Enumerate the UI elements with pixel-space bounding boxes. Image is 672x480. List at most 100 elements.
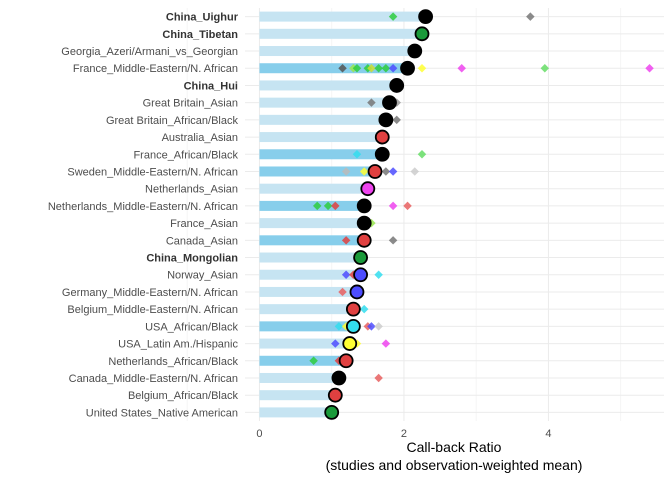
study-point-9-4 — [410, 167, 420, 176]
x-tick-0: 0 — [256, 428, 262, 440]
study-point-0-0 — [388, 12, 398, 21]
study-point-3-4 — [367, 63, 376, 73]
bar-22 — [259, 390, 336, 401]
study-point-0-1 — [526, 12, 535, 21]
bar-10 — [259, 183, 368, 194]
bar-19 — [259, 338, 350, 349]
study-point-3-0 — [338, 63, 347, 73]
category-label-10: Netherlands_Asian — [145, 184, 238, 196]
study-point-8-2 — [417, 150, 427, 159]
bar-0 — [259, 11, 426, 22]
x-tick-labels: 0 2 4 — [256, 428, 551, 440]
mean-marker-10 — [360, 181, 376, 197]
category-label-20: Netherlands_African/Black — [108, 356, 238, 368]
category-label-11: Netherlands_Middle-Eastern/N. African — [48, 201, 238, 213]
bar-17 — [259, 304, 354, 315]
mean-marker-7 — [374, 129, 390, 145]
bar-1 — [259, 28, 422, 39]
category-label-4: China_Hui — [184, 80, 238, 92]
mean-marker-12 — [356, 215, 372, 231]
study-point-5-0 — [367, 98, 376, 107]
study-point-11-0 — [312, 201, 322, 211]
bar-20 — [259, 355, 347, 366]
study-point-20-0 — [309, 356, 318, 366]
mean-marker-23 — [324, 404, 340, 420]
category-label-8: France_African/Black — [133, 149, 238, 161]
category-label-17: Belgium_Middle-Eastern/N. African — [67, 304, 238, 316]
study-point-3-5 — [374, 63, 383, 73]
bar-4 — [259, 80, 397, 91]
study-point-18-3 — [367, 322, 376, 331]
bar-7 — [259, 132, 383, 143]
bar-21 — [259, 372, 339, 383]
study-point-19-0 — [331, 339, 340, 348]
study-point-9-1 — [359, 167, 369, 176]
study-point-3-9 — [457, 63, 466, 73]
study-point-11-1 — [323, 201, 333, 211]
bar-6 — [259, 114, 386, 125]
mean-marker-9 — [367, 164, 383, 179]
bar-3 — [259, 63, 408, 74]
mean-marker-2 — [407, 43, 423, 59]
mean-marker-13 — [356, 232, 372, 248]
study-point-13-1 — [388, 236, 398, 245]
mean-marker-15 — [353, 267, 368, 283]
bar-9 — [259, 166, 376, 177]
study-point-17-0 — [359, 304, 369, 314]
category-label-2: Georgia_Azeri/Armani_vs_Georgian — [61, 46, 238, 58]
study-point-3-11 — [645, 63, 654, 73]
mean-marker-8 — [374, 146, 390, 162]
study-point-19-2 — [381, 339, 391, 348]
bars — [259, 11, 426, 418]
category-label-19: USA_Latin Am./Hispanic — [118, 339, 238, 351]
study-point-21-0 — [374, 373, 383, 383]
study-point-9-3 — [388, 167, 398, 176]
category-label-3: France_Middle-Eastern/N. African — [73, 63, 238, 75]
study-point-3-8 — [417, 63, 427, 73]
category-label-15: Norway_Asian — [167, 270, 238, 282]
gridlines — [186, 8, 664, 421]
mean-marker-6 — [378, 112, 394, 128]
bar-16 — [259, 286, 357, 297]
mean-marker-5 — [382, 95, 397, 111]
category-label-23: United States_Native American — [86, 407, 238, 419]
mean-marker-19 — [342, 336, 358, 351]
category-label-16: Germany_Middle-Eastern/N. African — [62, 287, 238, 299]
mean-marker-22 — [327, 387, 343, 403]
bar-14 — [259, 252, 361, 263]
mean-marker-3 — [400, 60, 415, 76]
study-point-11-2 — [331, 201, 340, 211]
category-labels: China_Uighur China_Tibetan Georgia_Azeri/A… — [48, 12, 239, 420]
category-label-13: Canada_Asian — [166, 235, 238, 247]
category-label-18: USA_African/Black — [145, 321, 238, 333]
study-point-18-4 — [374, 322, 383, 331]
x-tick-2: 4 — [545, 428, 551, 440]
category-label-9: Sweden_Middle-Eastern/N. African — [67, 166, 238, 178]
category-label-1: China_Tibetan — [162, 29, 238, 41]
bar-2 — [259, 46, 415, 57]
category-label-22: Belgium_African/Black — [128, 390, 239, 402]
bar-11 — [259, 200, 365, 211]
study-point-9-0 — [341, 167, 351, 176]
study-point-8-0 — [352, 150, 362, 159]
study-point-13-0 — [341, 236, 351, 245]
study-point-3-6 — [381, 63, 391, 73]
mean-marker-17 — [345, 301, 361, 317]
bar-23 — [259, 407, 332, 418]
study-point-3-10 — [540, 63, 550, 73]
bar-5 — [259, 97, 390, 108]
bar-13 — [259, 235, 365, 246]
study-point-6-0 — [392, 115, 401, 125]
x-axis-title-line1: Call-back Ratio — [407, 439, 502, 455]
category-label-21: Canada_Middle-Eastern/N. African — [69, 373, 238, 385]
bar-18 — [259, 321, 354, 332]
study-point-11-4 — [403, 201, 412, 211]
mean-markers — [324, 9, 434, 420]
mean-marker-16 — [349, 284, 365, 300]
mean-marker-14 — [353, 250, 368, 265]
study-point-15-0 — [341, 270, 351, 279]
study-point-11-3 — [388, 201, 398, 211]
category-label-5: Great Britain_Asian — [143, 98, 238, 110]
